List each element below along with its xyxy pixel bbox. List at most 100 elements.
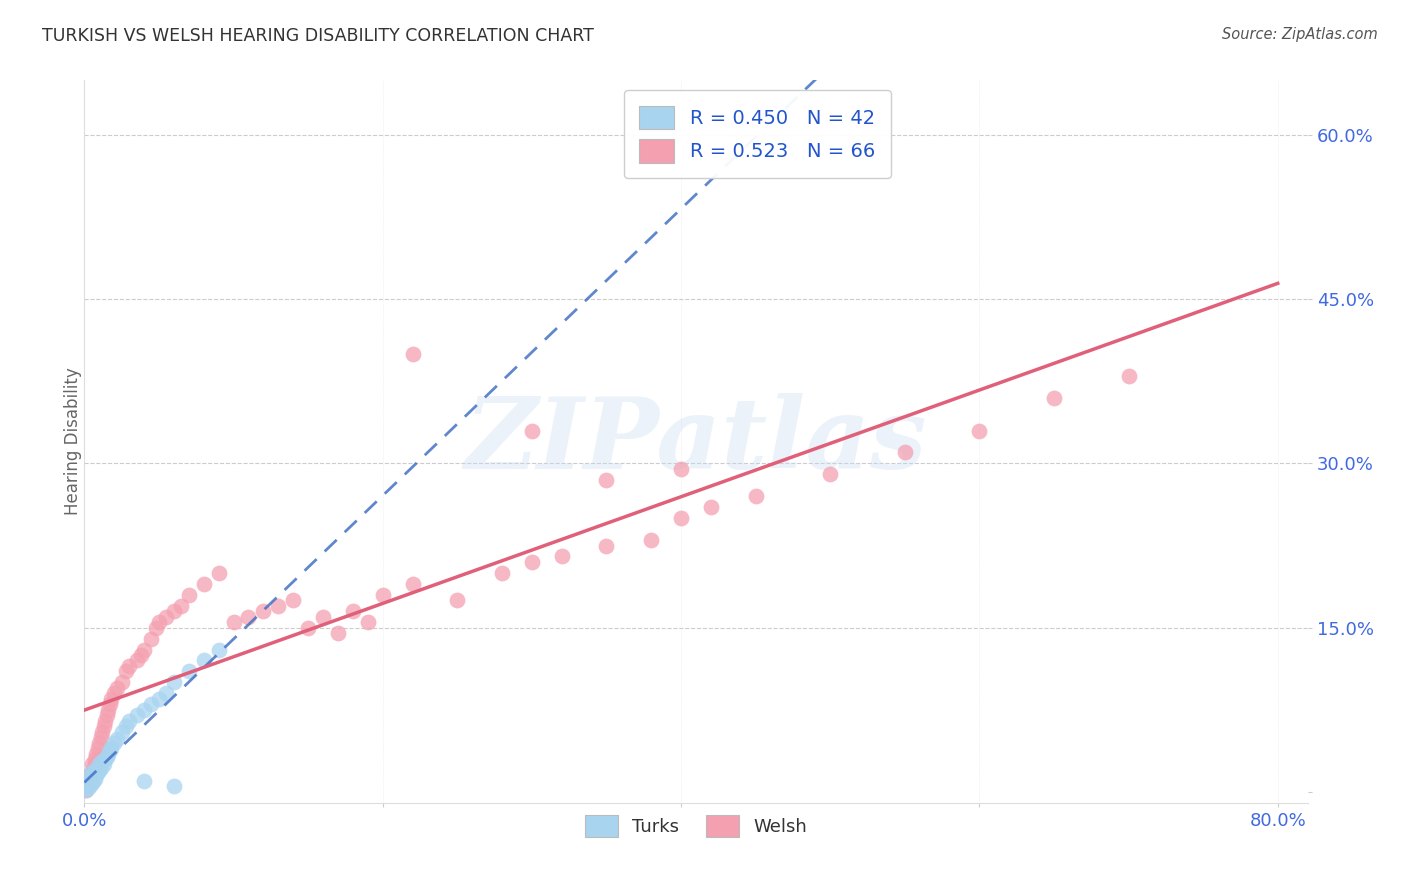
- Point: [491, 566, 513, 580]
- Point: [100, 691, 122, 706]
- Point: [700, 500, 723, 515]
- Point: [177, 665, 200, 679]
- Point: [551, 549, 574, 564]
- Point: [87, 765, 110, 780]
- Point: [115, 719, 138, 733]
- Point: [89, 752, 111, 766]
- Point: [141, 698, 163, 712]
- Text: Source: ZipAtlas.com: Source: ZipAtlas.com: [1222, 27, 1378, 42]
- Point: [969, 424, 991, 438]
- Point: [125, 708, 148, 723]
- Point: [77, 768, 100, 782]
- Point: [283, 593, 305, 607]
- Text: ZIPatlas: ZIPatlas: [465, 393, 927, 490]
- Point: [193, 577, 215, 591]
- Point: [520, 424, 543, 438]
- Point: [82, 763, 104, 777]
- Point: [89, 757, 111, 772]
- Point: [155, 609, 177, 624]
- Point: [103, 686, 125, 700]
- Point: [207, 642, 229, 657]
- Point: [238, 609, 260, 624]
- Point: [75, 782, 97, 797]
- Point: [90, 730, 112, 744]
- Point: [744, 489, 766, 503]
- Point: [193, 653, 215, 667]
- Point: [371, 588, 394, 602]
- Point: [97, 747, 120, 761]
- Point: [1118, 368, 1140, 383]
- Point: [141, 632, 163, 646]
- Point: [90, 761, 112, 775]
- Point: [77, 776, 100, 790]
- Point: [155, 686, 177, 700]
- Point: [100, 741, 122, 756]
- Point: [1043, 391, 1066, 405]
- Point: [79, 772, 101, 786]
- Point: [118, 659, 141, 673]
- Point: [83, 772, 105, 786]
- Point: [267, 599, 290, 613]
- Point: [76, 780, 98, 794]
- Text: TURKISH VS WELSH HEARING DISABILITY CORRELATION CHART: TURKISH VS WELSH HEARING DISABILITY CORR…: [42, 27, 595, 45]
- Point: [79, 772, 101, 786]
- Point: [76, 776, 98, 790]
- Point: [129, 648, 152, 662]
- Point: [342, 604, 364, 618]
- Point: [132, 703, 155, 717]
- Point: [297, 621, 319, 635]
- Point: [148, 691, 170, 706]
- Y-axis label: Hearing Disability: Hearing Disability: [65, 368, 82, 516]
- Point: [98, 698, 121, 712]
- Point: [103, 735, 125, 749]
- Point: [76, 780, 98, 794]
- Point: [148, 615, 170, 630]
- Point: [91, 754, 114, 768]
- Point: [163, 780, 186, 794]
- Point: [222, 615, 245, 630]
- Legend: Turks, Welsh: Turks, Welsh: [578, 808, 814, 845]
- Point: [93, 757, 115, 772]
- Point: [84, 747, 107, 761]
- Point: [96, 749, 118, 764]
- Point: [80, 765, 103, 780]
- Point: [83, 757, 105, 772]
- Point: [77, 780, 100, 795]
- Point: [357, 615, 380, 630]
- Point: [595, 539, 617, 553]
- Point: [111, 724, 134, 739]
- Point: [894, 445, 917, 459]
- Point: [207, 566, 229, 580]
- Point: [145, 621, 167, 635]
- Point: [79, 768, 101, 782]
- Point: [105, 732, 128, 747]
- Point: [326, 626, 349, 640]
- Point: [669, 462, 692, 476]
- Point: [640, 533, 662, 547]
- Point: [177, 588, 200, 602]
- Point: [401, 347, 423, 361]
- Point: [93, 719, 115, 733]
- Point: [446, 593, 468, 607]
- Point: [312, 609, 335, 624]
- Point: [125, 653, 148, 667]
- Point: [170, 599, 193, 613]
- Point: [96, 708, 118, 723]
- Point: [94, 714, 117, 728]
- Point: [163, 604, 186, 618]
- Point: [252, 604, 274, 618]
- Point: [94, 752, 117, 766]
- Point: [83, 752, 105, 766]
- Point: [89, 735, 111, 749]
- Point: [115, 665, 138, 679]
- Point: [91, 724, 114, 739]
- Point: [132, 773, 155, 788]
- Point: [401, 577, 423, 591]
- Point: [76, 773, 98, 788]
- Point: [80, 765, 103, 780]
- Point: [97, 703, 120, 717]
- Point: [82, 773, 104, 788]
- Point: [75, 782, 97, 797]
- Point: [669, 511, 692, 525]
- Point: [89, 763, 111, 777]
